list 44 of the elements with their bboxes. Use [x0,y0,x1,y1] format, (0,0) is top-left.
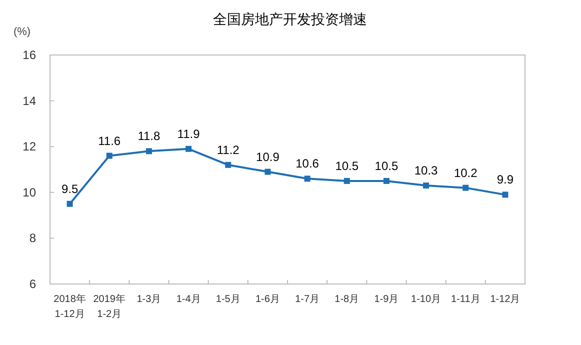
x-tick-label: 1-6月 [255,294,280,305]
data-label: 11.9 [177,126,200,141]
x-tick-label: 1-8月 [334,294,360,305]
data-label: 11.6 [98,134,121,148]
point [146,148,152,154]
data-label: 10.5 [374,158,398,173]
point [304,176,310,182]
point [66,200,73,207]
y-axis-title: (%) [13,26,31,38]
y-tick-label: 16 [22,48,36,62]
x-tick-label: 1-10月 [411,294,442,305]
x-tick-label: 2018年 1-12月 [54,293,86,320]
data-label: 10.9 [256,150,280,164]
point [423,182,430,189]
data-label: 11.8 [138,129,161,144]
data-label: 9.5 [61,182,78,196]
x-tick-label: 1-11月 [450,294,480,305]
data-label: 10.3 [414,164,438,178]
data-label: 9.9 [496,172,514,187]
y-tick-label: 8 [29,231,36,246]
point [502,192,508,198]
x-tick-label: 1-9月 [374,294,399,305]
y-tick-label: 6 [29,277,36,291]
y-tick-label: 12 [22,140,36,154]
x-tick-label: 1-7月 [295,294,320,305]
point [106,152,112,159]
y-tick-label: 10 [22,185,36,200]
chart-title: 全国房地产开发投资增速 [213,11,367,27]
point [225,162,232,168]
point [383,178,390,184]
x-tick-label: 2019年 1-2月 [93,293,126,320]
point [462,184,469,191]
x-tick-label: 1-3月 [136,294,162,305]
data-label: 10.5 [335,158,359,173]
y-tick-label: 14 [22,94,36,108]
x-tick-label: 1-4月 [176,294,201,305]
data-label: 11.2 [216,142,240,157]
x-tick-label: 1-12月 [490,294,520,305]
point [186,146,192,152]
point [264,168,271,175]
point [344,178,350,184]
data-label: 10.2 [454,166,478,180]
x-tick-label: 1-5月 [216,294,240,305]
data-label: 10.6 [296,156,320,171]
